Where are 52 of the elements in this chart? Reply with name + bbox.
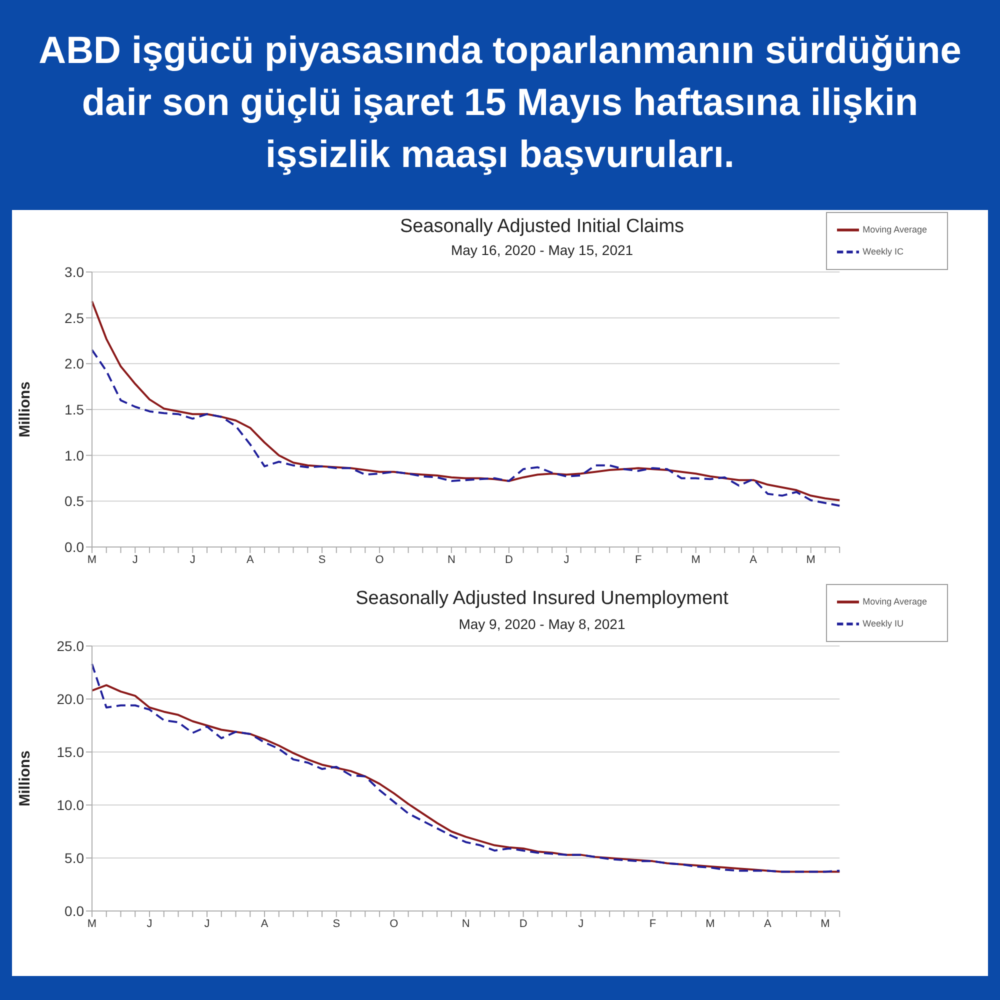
x-tick-label: J <box>564 554 570 566</box>
legend-label: Moving Average <box>862 596 927 606</box>
x-tick-label: M <box>706 918 715 930</box>
x-tick-label: O <box>390 918 399 930</box>
x-tick-label: A <box>750 554 758 566</box>
x-tick-label: D <box>504 554 513 566</box>
y-tick-label: 25.0 <box>56 638 84 654</box>
x-tick-label: N <box>447 554 456 566</box>
x-tick-label: A <box>246 554 254 566</box>
x-tick-label: J <box>190 554 196 566</box>
x-tick-label: F <box>634 554 642 566</box>
y-tick-label: 2.0 <box>64 356 84 372</box>
y-tick-label: 0.5 <box>64 493 84 510</box>
x-tick-label: M <box>87 918 97 930</box>
y-tick-label: 1.5 <box>64 401 84 418</box>
x-tick-label: J <box>204 918 210 930</box>
x-tick-label: S <box>332 918 340 930</box>
legend-label: Moving Average <box>862 224 927 234</box>
y-tick-label: 15.0 <box>56 744 84 760</box>
y-axis-title: Millions <box>16 750 34 806</box>
text: ABD işgücü piyasasında toparlanmanın sürdüğüne dair son güçlü işaret 15 Mayıs haftasına ilişkin işsizlik maaşı başvuruları. <box>38 28 962 178</box>
x-tick-label: J <box>578 918 584 930</box>
x-tick-label: A <box>764 918 772 930</box>
y-tick-label: 10.0 <box>56 796 84 813</box>
y-tick-label: 5.0 <box>64 850 84 866</box>
y-axis-title: Millions <box>16 382 34 438</box>
x-tick-label: M <box>820 918 830 930</box>
chart-title: Seasonally Adjusted Insured Unemployment <box>356 588 728 609</box>
chart-subtitle: May 16, 2020 - May 15, 2021 <box>450 242 634 258</box>
y-tick-label: 0.0 <box>64 902 84 919</box>
x-tick-label: O <box>375 554 384 566</box>
y-tick-label: 1.0 <box>64 447 84 464</box>
line-series <box>91 300 841 502</box>
x-tick-label: N <box>462 918 470 930</box>
y-tick-label: 2.5 <box>64 310 84 326</box>
y-tick-label: 0.0 <box>64 538 84 555</box>
x-tick-label: M <box>806 554 816 566</box>
y-tick-label: 20.0 <box>56 690 84 707</box>
legend-label: Weekly IU <box>862 618 904 628</box>
x-tick-label: J <box>132 554 138 566</box>
x-tick-label: M <box>87 554 97 566</box>
x-tick-label: S <box>318 554 326 566</box>
x-tick-label: D <box>519 918 528 930</box>
chart-title: Seasonally Adjusted Initial Claims <box>400 216 684 237</box>
y-tick-label: 3.0 <box>64 264 84 280</box>
x-tick-label: A <box>260 918 269 930</box>
line-series <box>91 348 841 507</box>
legend-label: Weekly IC <box>862 246 904 256</box>
x-tick-label: J <box>146 918 152 930</box>
chart-subtitle: May 9, 2020 - May 8, 2021 <box>458 616 626 632</box>
x-tick-label: M <box>691 554 700 566</box>
x-tick-label: F <box>649 918 656 930</box>
